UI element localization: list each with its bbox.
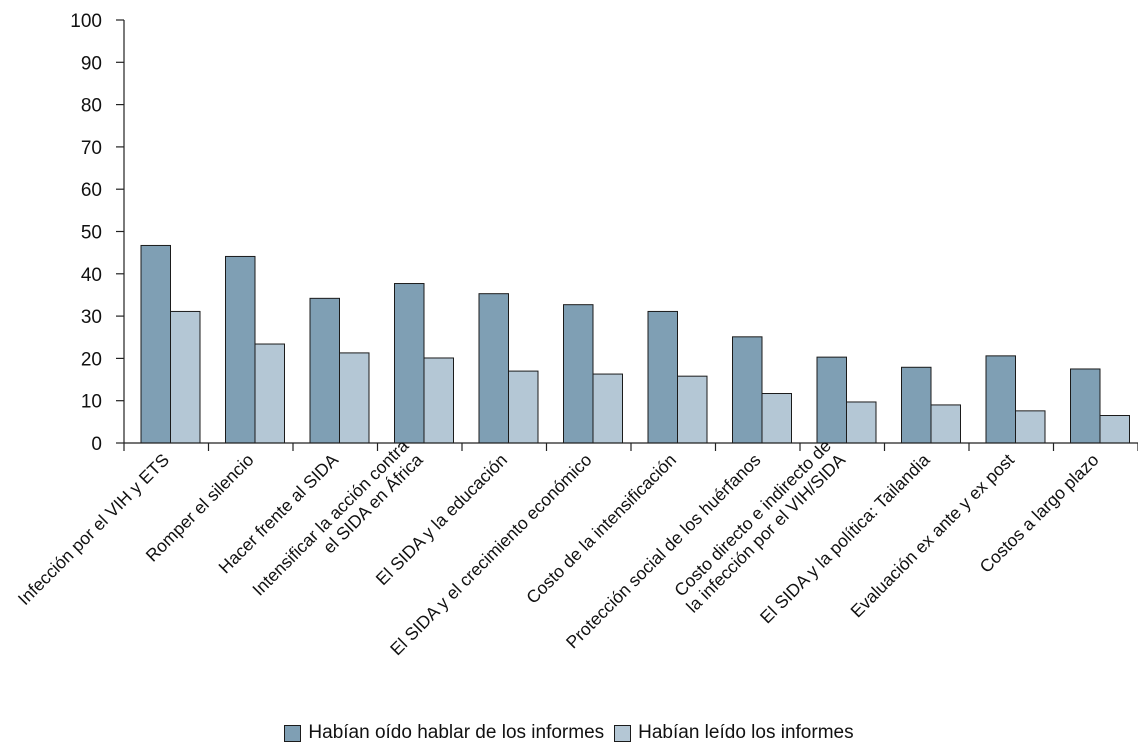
y-tick-label: 0	[91, 434, 102, 455]
y-tick-label: 60	[81, 180, 102, 201]
legend-label-read: Habían leído los informes	[638, 722, 854, 743]
bar-heard	[563, 304, 594, 444]
bar-read	[423, 357, 454, 444]
bar-read	[1015, 410, 1046, 444]
bar-heard	[309, 297, 340, 444]
bar-heard	[1070, 368, 1101, 444]
x-category-label-line: la infección por el VIH/SIDA	[682, 449, 849, 616]
x-category-label: Costo de la intensificación	[522, 450, 680, 608]
bar-heard	[140, 244, 171, 444]
bar-read	[846, 401, 877, 444]
legend-swatch-read	[614, 724, 632, 742]
y-tick-label: 90	[81, 53, 102, 74]
bar-read	[761, 393, 792, 444]
y-tick-label: 80	[81, 96, 102, 117]
bar-read	[677, 375, 708, 444]
legend: Habían oído hablar de los informes Había…	[0, 720, 1138, 746]
bar-read	[339, 352, 370, 444]
bars	[140, 244, 1130, 444]
bar-heard	[901, 366, 932, 444]
y-tick-label: 20	[81, 349, 102, 370]
y-axis: 0 10 20 30 40 50 60 70 80 90 100	[70, 11, 125, 455]
y-tick-label: 50	[81, 223, 102, 244]
bar-read	[930, 404, 961, 444]
x-category-label-line: Costo de la intensificación	[522, 450, 680, 608]
bar-chart: 0 10 20 30 40 50 60 70 80 90 100 Infección por el …	[14, 11, 1138, 659]
bar-heard	[225, 255, 256, 444]
legend-swatch-heard	[284, 724, 302, 742]
bar-heard	[478, 293, 509, 444]
bar-heard	[816, 356, 847, 444]
y-tick-label: 40	[81, 265, 102, 286]
bar-read	[254, 343, 285, 444]
x-category-label-line: Infección por el VIH y ETS	[14, 450, 173, 609]
legend-item-read: Habían leído los informes	[614, 722, 854, 744]
y-tick-label: 30	[81, 307, 102, 328]
y-tick-label: 100	[70, 11, 102, 32]
x-category-label: Evaluación ex ante y ex post	[846, 450, 1018, 622]
bar-heard	[985, 355, 1016, 444]
bar-heard	[732, 336, 763, 444]
y-tick-label: 70	[81, 138, 102, 159]
bar-read	[170, 310, 201, 444]
legend-label-heard: Habían oído hablar de los informes	[308, 722, 605, 743]
bar-read	[508, 370, 539, 444]
bar-read	[1099, 415, 1130, 444]
x-category-label: Infección por el VIH y ETS	[14, 450, 173, 609]
bar-heard	[647, 310, 678, 444]
y-tick-label: 10	[81, 392, 102, 413]
bar-heard	[394, 283, 425, 444]
legend-item-heard: Habían oído hablar de los informes	[284, 722, 604, 744]
bar-read	[592, 373, 623, 444]
x-category-label-line: Evaluación ex ante y ex post	[846, 450, 1018, 622]
